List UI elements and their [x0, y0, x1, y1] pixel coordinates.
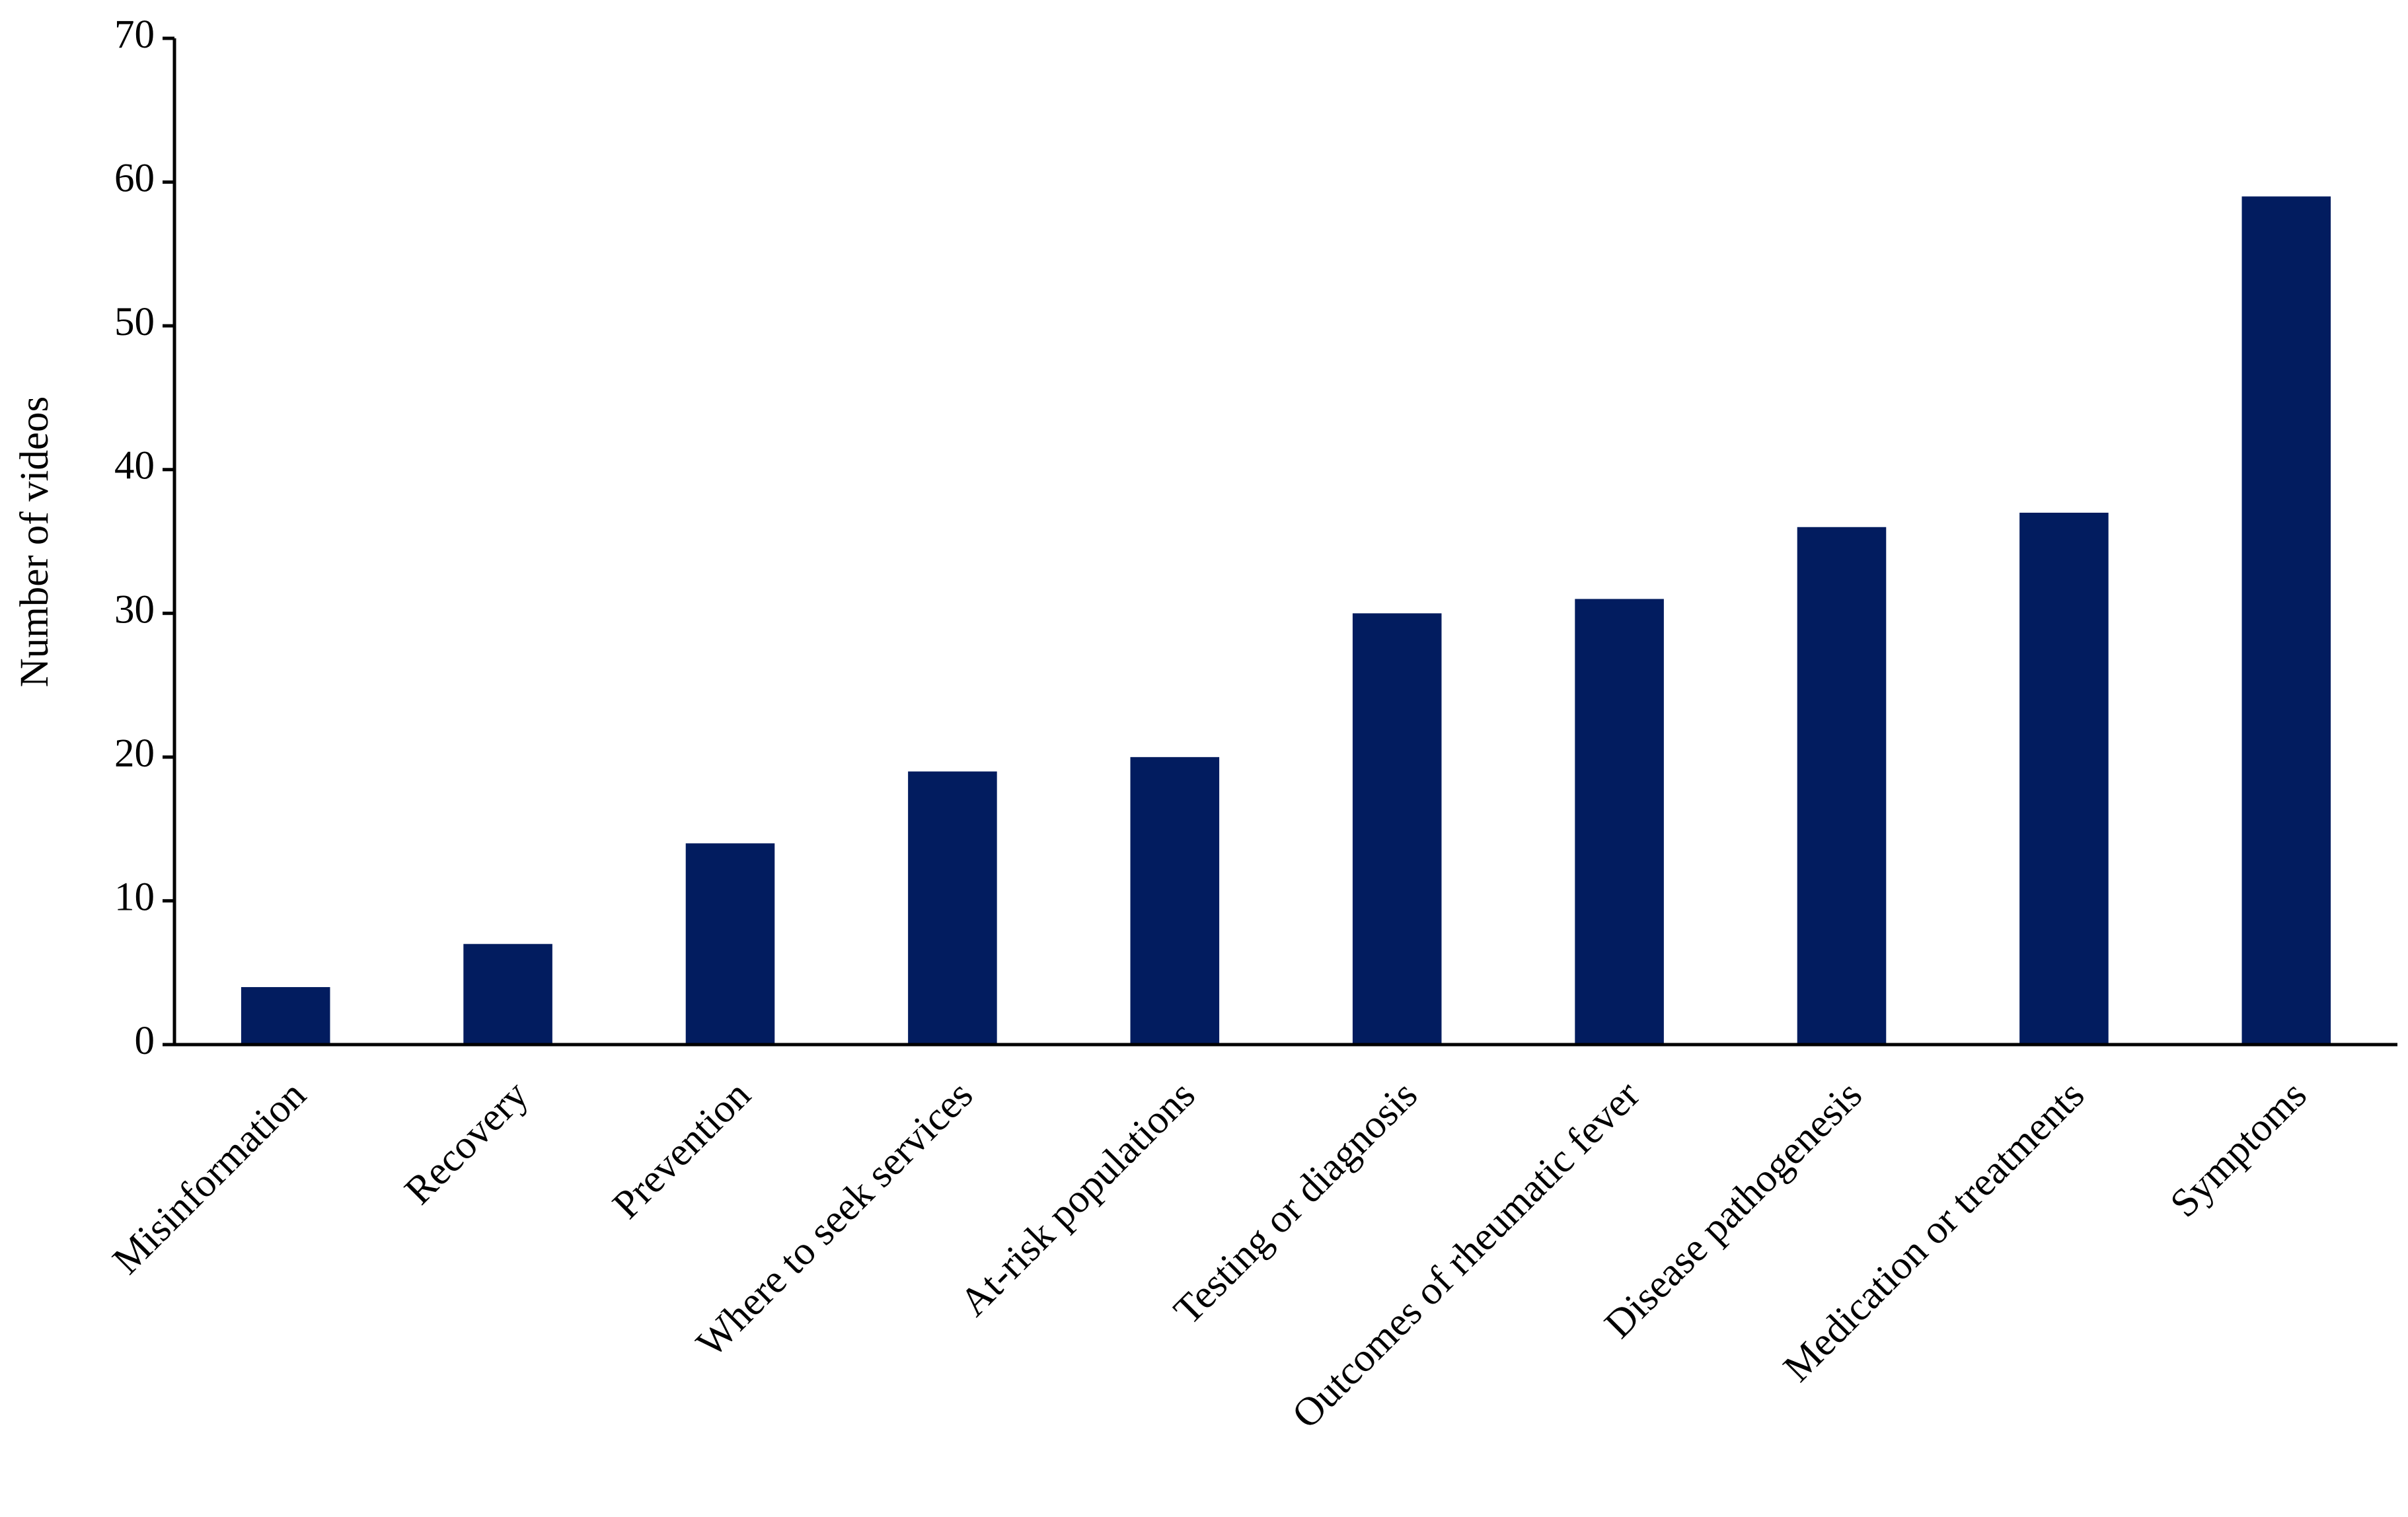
- bar: [1352, 613, 1442, 1045]
- y-tick-label: 70: [114, 13, 155, 57]
- y-tick-label: 0: [135, 1019, 155, 1063]
- bar: [241, 986, 330, 1045]
- bar: [2241, 196, 2331, 1045]
- y-tick-label: 30: [114, 587, 155, 632]
- x-tick-label: Symptoms: [2162, 1072, 2315, 1226]
- x-tick-label: Recovery: [396, 1072, 537, 1213]
- bar: [685, 843, 775, 1045]
- y-axis-label: Number of videos: [13, 396, 57, 687]
- y-tick-label: 50: [114, 300, 155, 344]
- bar: [463, 944, 552, 1045]
- x-tick-label: At-risk populations: [952, 1072, 1204, 1325]
- bar: [908, 771, 997, 1045]
- bar: [1797, 527, 1887, 1045]
- x-tick-label: Misinformation: [104, 1072, 315, 1282]
- y-tick-label: 60: [114, 157, 155, 201]
- y-tick-label: 40: [114, 444, 155, 488]
- y-tick-label: 10: [114, 875, 155, 919]
- bar: [1130, 757, 1220, 1045]
- x-tick-label: Outcomes of rheumatic fever: [1284, 1072, 1649, 1437]
- x-tick-label: Testing or diagnosis: [1166, 1072, 1426, 1333]
- x-tick-label: Prevention: [605, 1072, 759, 1227]
- bar: [1575, 599, 1664, 1045]
- bar: [2019, 512, 2109, 1045]
- y-tick-label: 20: [114, 731, 155, 776]
